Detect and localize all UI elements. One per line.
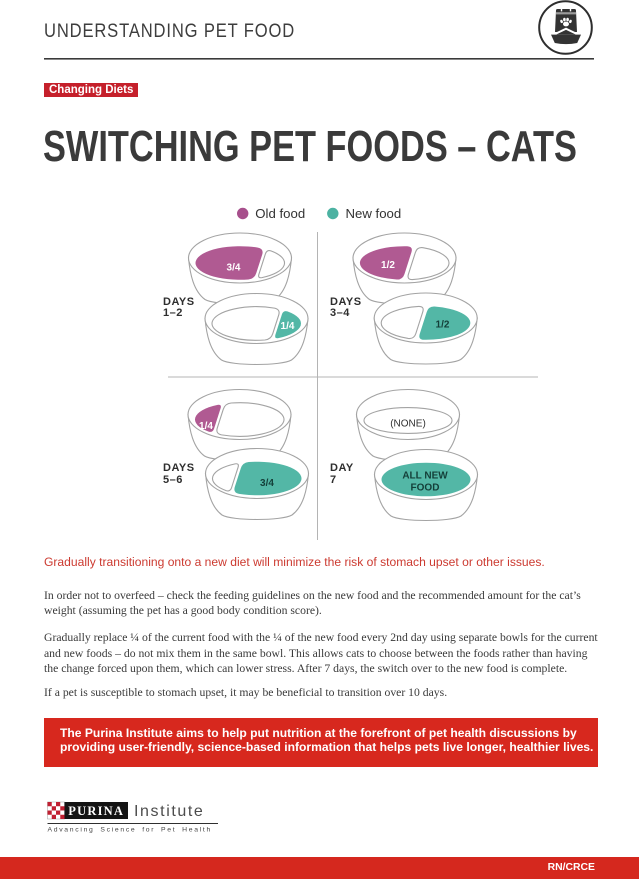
svg-text:Advancing Science for Pet Heal: Advancing Science for Pet Health	[48, 827, 212, 834]
svg-text:1/2: 1/2	[436, 320, 450, 331]
svg-text:PURINA: PURINA	[68, 804, 124, 818]
svg-text:1/2: 1/2	[381, 260, 395, 271]
svg-text:Institute: Institute	[134, 803, 204, 820]
svg-text:3/4: 3/4	[227, 263, 241, 274]
svg-text:1/4: 1/4	[281, 321, 295, 332]
svg-text:1/4: 1/4	[199, 421, 213, 432]
svg-text:ALL NEW: ALL NEW	[402, 471, 448, 482]
svg-text:(NONE): (NONE)	[390, 419, 426, 430]
svg-text:FOOD: FOOD	[411, 483, 440, 494]
svg-text:3/4: 3/4	[260, 478, 274, 489]
